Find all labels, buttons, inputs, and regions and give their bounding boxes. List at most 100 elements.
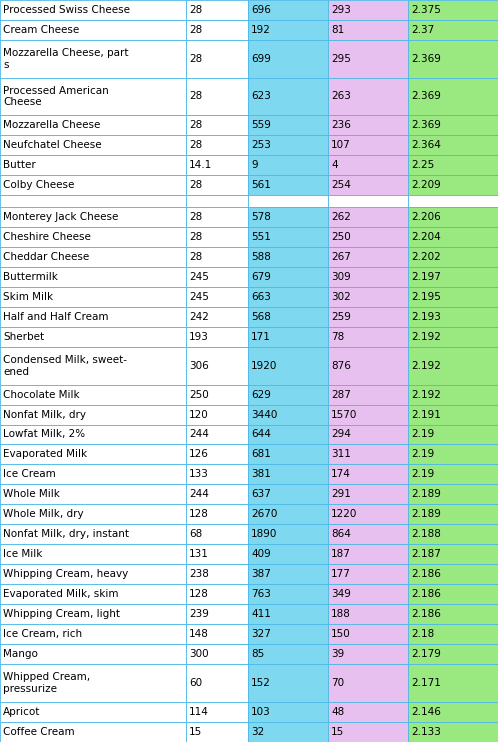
Bar <box>0 307 186 327</box>
Bar <box>248 40 328 78</box>
Text: 2.191: 2.191 <box>411 410 441 419</box>
Text: 262: 262 <box>331 212 351 222</box>
Bar <box>186 115 248 135</box>
Text: 28: 28 <box>189 5 202 15</box>
Bar <box>186 702 248 722</box>
Bar <box>248 485 328 505</box>
Text: Butter: Butter <box>3 160 36 170</box>
Text: 28: 28 <box>189 232 202 242</box>
Bar <box>408 347 498 384</box>
Bar <box>408 545 498 565</box>
Text: 2.186: 2.186 <box>411 589 441 600</box>
Text: 311: 311 <box>331 450 351 459</box>
Text: 70: 70 <box>331 678 344 688</box>
Text: 387: 387 <box>251 569 271 580</box>
Bar <box>408 525 498 545</box>
Text: 267: 267 <box>331 252 351 262</box>
Text: 114: 114 <box>189 707 209 717</box>
Bar <box>328 644 408 664</box>
Text: 150: 150 <box>331 629 351 640</box>
Bar <box>328 327 408 347</box>
Text: Monterey Jack Cheese: Monterey Jack Cheese <box>3 212 119 222</box>
Bar <box>328 0 408 20</box>
Bar <box>0 327 186 347</box>
Bar <box>186 267 248 287</box>
Text: 1220: 1220 <box>331 510 358 519</box>
Bar <box>0 585 186 605</box>
Bar <box>186 404 248 424</box>
Text: 244: 244 <box>189 430 209 439</box>
Text: 763: 763 <box>251 589 271 600</box>
Bar <box>0 722 186 742</box>
Text: 302: 302 <box>331 292 351 302</box>
Bar <box>328 227 408 247</box>
Bar <box>328 287 408 307</box>
Bar <box>0 644 186 664</box>
Bar <box>328 40 408 78</box>
Text: Skim Milk: Skim Milk <box>3 292 53 302</box>
Text: 15: 15 <box>189 727 202 737</box>
Bar <box>248 702 328 722</box>
Text: 2.189: 2.189 <box>411 510 441 519</box>
Text: 2.19: 2.19 <box>411 430 434 439</box>
Bar <box>328 307 408 327</box>
Text: 2.171: 2.171 <box>411 678 441 688</box>
Text: 2.37: 2.37 <box>411 25 434 35</box>
Text: 259: 259 <box>331 312 351 322</box>
Bar <box>408 227 498 247</box>
Bar <box>186 40 248 78</box>
Text: 28: 28 <box>189 91 202 102</box>
Text: 2.204: 2.204 <box>411 232 441 242</box>
Bar <box>248 227 328 247</box>
Bar <box>0 227 186 247</box>
Text: 561: 561 <box>251 180 271 190</box>
Text: 300: 300 <box>189 649 209 660</box>
Bar <box>248 545 328 565</box>
Text: 294: 294 <box>331 430 351 439</box>
Bar <box>186 247 248 267</box>
Text: 39: 39 <box>331 649 344 660</box>
Text: 4: 4 <box>331 160 338 170</box>
Bar <box>186 155 248 175</box>
Text: 85: 85 <box>251 649 264 660</box>
Text: 236: 236 <box>331 120 351 131</box>
Bar <box>0 525 186 545</box>
Bar <box>186 287 248 307</box>
Bar <box>408 644 498 664</box>
Bar <box>408 155 498 175</box>
Bar <box>186 207 248 227</box>
Bar <box>186 227 248 247</box>
Text: 28: 28 <box>189 252 202 262</box>
Text: 2.364: 2.364 <box>411 140 441 150</box>
Bar <box>408 384 498 404</box>
Text: 381: 381 <box>251 470 271 479</box>
Bar <box>328 115 408 135</box>
Text: 2.146: 2.146 <box>411 707 441 717</box>
Bar <box>0 347 186 384</box>
Bar <box>408 605 498 625</box>
Text: 28: 28 <box>189 140 202 150</box>
Bar <box>328 625 408 644</box>
Text: 14.1: 14.1 <box>189 160 212 170</box>
Text: 250: 250 <box>331 232 351 242</box>
Text: 327: 327 <box>251 629 271 640</box>
Text: Whipped Cream,
pressurize: Whipped Cream, pressurize <box>3 672 90 694</box>
Bar <box>186 722 248 742</box>
Bar <box>328 424 408 444</box>
Text: 2.193: 2.193 <box>411 312 441 322</box>
Text: 2.192: 2.192 <box>411 332 441 342</box>
Bar <box>248 207 328 227</box>
Bar <box>328 664 408 702</box>
Text: 2.133: 2.133 <box>411 727 441 737</box>
Text: Ice Cream: Ice Cream <box>3 470 56 479</box>
Text: 588: 588 <box>251 252 271 262</box>
Text: 177: 177 <box>331 569 351 580</box>
Text: 131: 131 <box>189 549 209 559</box>
Bar <box>408 327 498 347</box>
Text: 2.206: 2.206 <box>411 212 441 222</box>
Bar <box>0 155 186 175</box>
Text: Mozzarella Cheese: Mozzarella Cheese <box>3 120 101 131</box>
Text: Evaporated Milk, skim: Evaporated Milk, skim <box>3 589 119 600</box>
Text: 242: 242 <box>189 312 209 322</box>
Bar <box>186 384 248 404</box>
